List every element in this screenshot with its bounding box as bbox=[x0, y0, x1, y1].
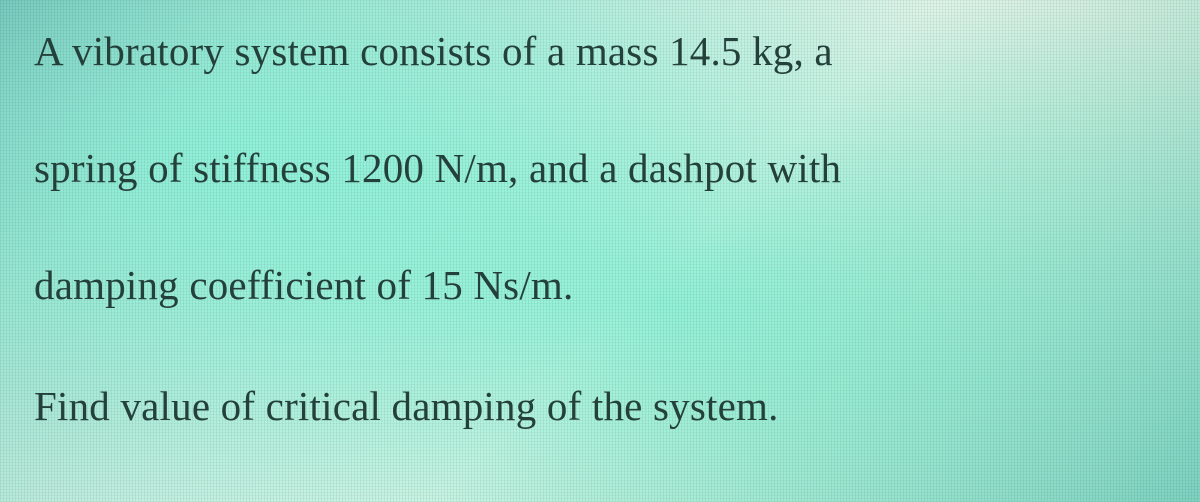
text-line-1: A vibratory system consists of a mass 14… bbox=[34, 28, 1166, 75]
question-text-block: A vibratory system consists of a mass 14… bbox=[0, 0, 1200, 431]
text-line-3: damping coefficient of 15 Ns/m. bbox=[34, 262, 1166, 309]
text-line-4: Find value of critical damping of the sy… bbox=[34, 383, 1166, 430]
text-line-2: spring of stiffness 1200 N/m, and a dash… bbox=[34, 145, 1166, 192]
